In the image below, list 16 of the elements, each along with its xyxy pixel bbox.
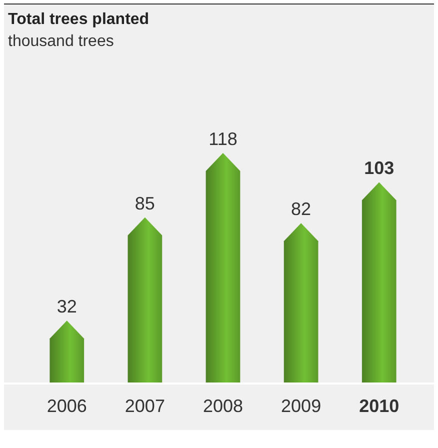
data-label: 32: [56, 296, 77, 317]
chart-title: Total trees planted: [8, 11, 150, 28]
bar: [362, 182, 396, 383]
bar: [206, 153, 240, 383]
data-label: 85: [134, 193, 155, 214]
bar: [128, 217, 162, 383]
x-tick-label: 2010: [359, 396, 400, 416]
chart-subtitle: thousand trees: [8, 33, 114, 50]
x-tick-label: 2008: [202, 396, 244, 416]
x-tick-label: 2006: [46, 396, 87, 416]
bar: [284, 223, 318, 383]
x-tick-label: 2009: [281, 396, 322, 416]
data-label: 103: [364, 158, 394, 178]
x-tick-label: 2007: [124, 396, 165, 416]
data-label: 82: [291, 199, 312, 220]
data-label: 118: [208, 129, 238, 149]
